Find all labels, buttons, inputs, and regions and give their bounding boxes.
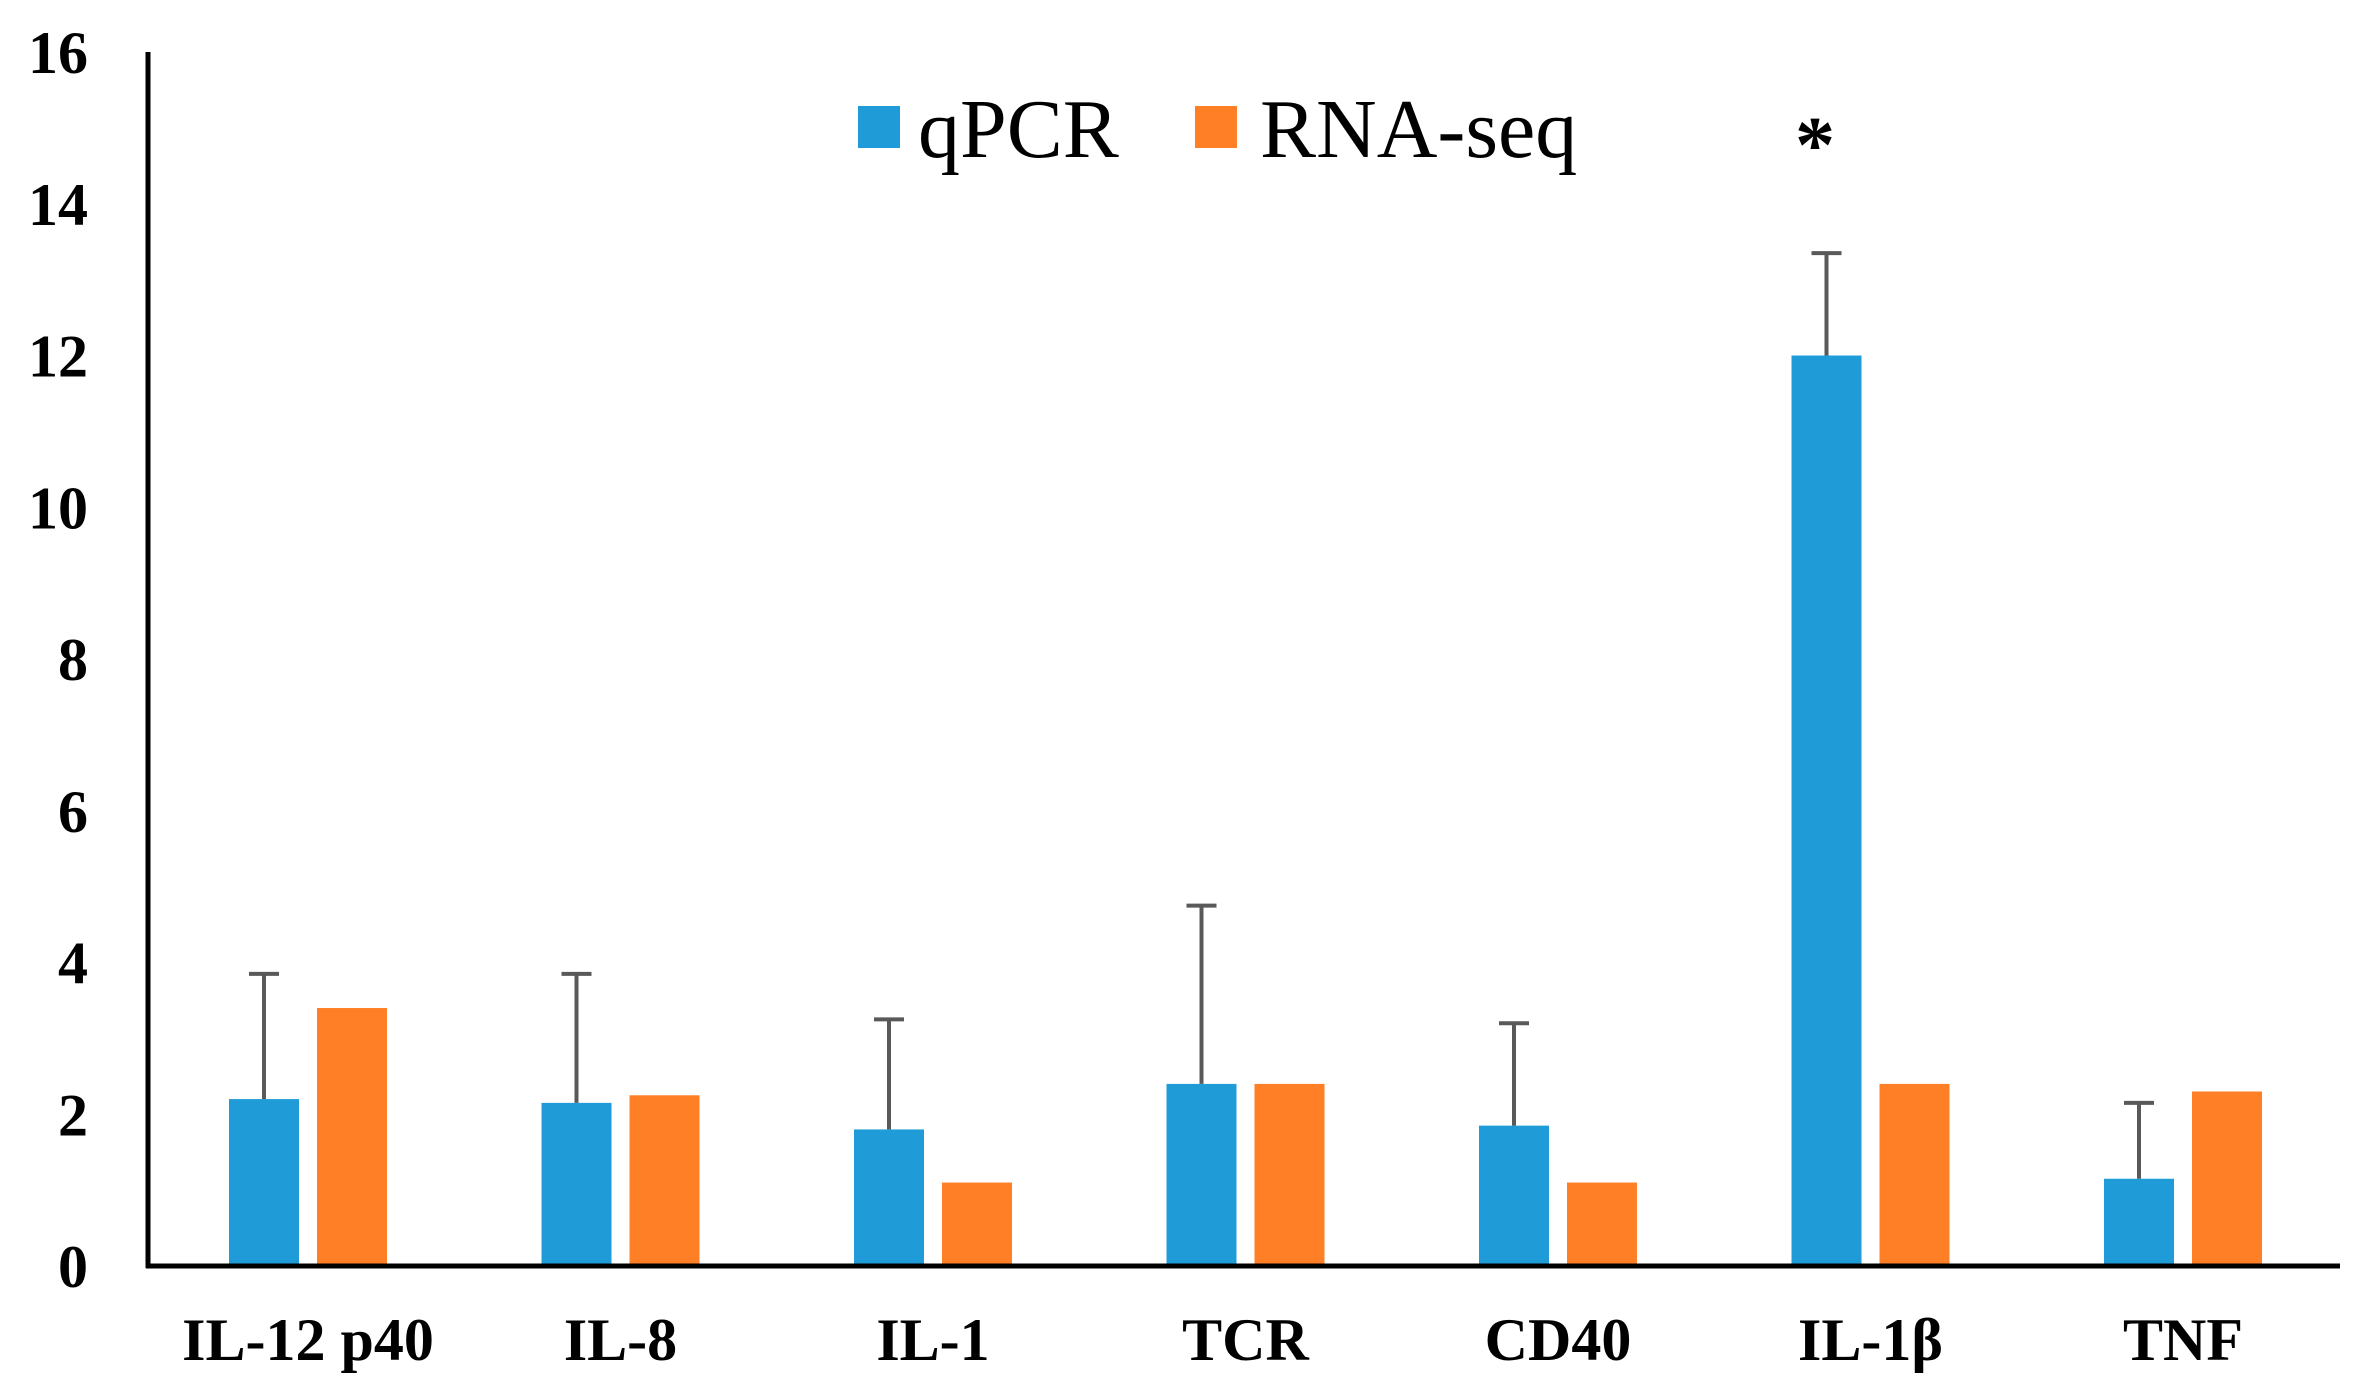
bar-rnaseq	[629, 1095, 700, 1266]
x-category-label: TNF	[2123, 1307, 2243, 1373]
bar-qpcr	[541, 1102, 612, 1266]
bar-rnaseq	[2192, 1091, 2262, 1266]
x-category-label: CD40	[1485, 1307, 1632, 1373]
legend: qPCR RNA-seq	[858, 83, 1577, 176]
labels-layer: 0 2 4 6 8 10 12 14 16 IL-12 p40 IL-8 IL-1 TCR CD40 IL-…	[28, 20, 2243, 1373]
error-bars-layer	[249, 251, 2154, 1179]
bar-rnaseq	[942, 1182, 1012, 1266]
legend-swatch-qpcr	[858, 106, 900, 148]
legend-label-rnaseq: RNA-seq	[1260, 83, 1577, 176]
y-tick-label: 6	[58, 779, 88, 845]
x-category-label: IL-1β	[1798, 1307, 1943, 1373]
bar-rnaseq	[317, 1008, 387, 1266]
bar-qpcr	[2104, 1178, 2174, 1266]
bar-qpcr	[854, 1129, 924, 1266]
bar-qpcr	[1791, 355, 1862, 1266]
axes-layer	[145, 52, 2340, 1269]
x-category-label: IL-12 p40	[182, 1307, 434, 1373]
bars-layer	[229, 355, 2262, 1266]
x-category-label: IL-8	[564, 1307, 677, 1373]
y-tick-label: 16	[28, 20, 88, 86]
legend-label-qpcr: qPCR	[918, 83, 1119, 176]
y-tick-label: 8	[58, 627, 88, 693]
legend-swatch-rnaseq	[1195, 106, 1237, 148]
bar-qpcr	[1479, 1125, 1549, 1266]
significance-asterisk: *	[1795, 102, 1835, 190]
bar-qpcr	[1166, 1083, 1237, 1266]
x-category-label: TCR	[1182, 1307, 1309, 1373]
y-tick-label: 12	[28, 324, 88, 390]
bar-rnaseq	[1254, 1083, 1325, 1266]
bar-qpcr	[229, 1099, 299, 1266]
y-tick-label: 2	[58, 1082, 88, 1148]
y-tick-label: 10	[28, 475, 88, 541]
y-tick-label: 14	[28, 172, 88, 238]
bar-rnaseq	[1879, 1083, 1950, 1266]
x-category-label: IL-1	[876, 1307, 989, 1373]
y-tick-label: 4	[58, 931, 88, 997]
bar-rnaseq	[1567, 1182, 1637, 1266]
y-tick-label: 0	[58, 1234, 88, 1300]
